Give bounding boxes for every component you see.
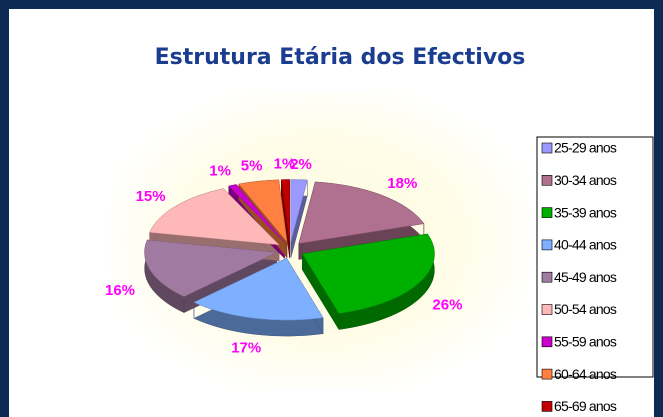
legend-label: 50-54 anos: [554, 301, 617, 317]
data-label: 16%: [105, 282, 135, 299]
data-label: 5%: [241, 158, 263, 175]
slice: [238, 179, 288, 243]
slice: [301, 233, 435, 314]
data-label: 18%: [387, 175, 417, 192]
legend-swatch: [541, 336, 553, 348]
legend-label: 25-29 anos: [554, 140, 617, 156]
data-label: 26%: [432, 297, 462, 314]
data-label: 1%: [274, 156, 296, 173]
chart-title: Estrutura Etária dos Efectivos: [155, 45, 526, 70]
legend-swatch: [541, 401, 553, 412]
legend-label: 40-44 anos: [554, 237, 617, 253]
legend: [536, 136, 654, 378]
slice: [149, 188, 280, 246]
legend-label: 55-59 anos: [554, 334, 617, 350]
legend-swatch: [541, 207, 553, 218]
legend-swatch: [541, 175, 553, 186]
legend-swatch: [541, 271, 553, 283]
data-label: 15%: [136, 188, 166, 205]
slice: [290, 179, 308, 242]
legend-label: 60-64 anos: [554, 366, 617, 382]
data-label: 2%: [290, 156, 312, 173]
slice: [228, 184, 285, 243]
legend-label: 30-34 anos: [554, 172, 617, 188]
legend-label: 45-49 anos: [554, 269, 617, 285]
slice: [144, 239, 278, 297]
data-label: 17%: [231, 340, 261, 357]
slice: [193, 257, 324, 321]
legend-swatch: [541, 368, 553, 380]
slice: [281, 179, 290, 242]
data-label: 1%: [209, 163, 231, 180]
legend-swatch: [541, 239, 553, 251]
legend-label: 35-39 anos: [554, 204, 617, 220]
legend-swatch: [541, 142, 553, 154]
legend-label: 65-69 anos: [554, 398, 617, 414]
legend-swatch: [541, 304, 553, 315]
slice: [298, 181, 425, 244]
